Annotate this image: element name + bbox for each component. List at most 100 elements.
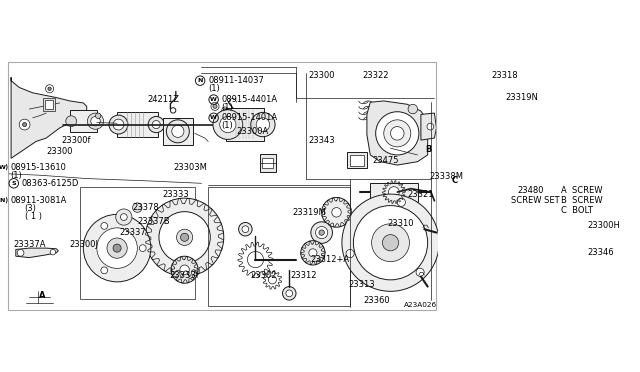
Circle shape <box>132 203 142 212</box>
Circle shape <box>101 222 108 229</box>
Circle shape <box>397 198 405 206</box>
Circle shape <box>416 268 424 276</box>
Text: 23322: 23322 <box>362 71 388 80</box>
Circle shape <box>319 230 324 235</box>
Circle shape <box>251 112 275 137</box>
Circle shape <box>152 121 160 129</box>
Circle shape <box>166 120 189 143</box>
Circle shape <box>220 116 236 133</box>
Circle shape <box>268 276 276 284</box>
Bar <box>70 110 97 132</box>
Circle shape <box>113 119 124 130</box>
Circle shape <box>256 118 269 131</box>
Circle shape <box>286 290 292 297</box>
Circle shape <box>180 233 189 241</box>
Text: 23318: 23318 <box>492 71 518 80</box>
Text: 23319N: 23319N <box>506 93 538 102</box>
Circle shape <box>88 113 104 129</box>
Text: 23333: 23333 <box>163 190 189 199</box>
Text: 23337: 23337 <box>119 228 146 237</box>
Text: (1): (1) <box>221 121 234 131</box>
Circle shape <box>145 198 224 276</box>
Text: (1): (1) <box>221 103 234 112</box>
Circle shape <box>83 214 151 282</box>
Circle shape <box>211 102 219 110</box>
Text: 08915-13610: 08915-13610 <box>10 163 67 171</box>
Text: B  SCREW: B SCREW <box>561 196 602 205</box>
Bar <box>260 154 276 173</box>
Circle shape <box>213 104 217 108</box>
Circle shape <box>159 212 211 263</box>
Circle shape <box>172 125 184 137</box>
Text: C  BOLT: C BOLT <box>561 206 593 215</box>
Text: 23300: 23300 <box>308 71 335 80</box>
Circle shape <box>311 222 332 243</box>
Circle shape <box>408 104 417 114</box>
Text: 08911-14037: 08911-14037 <box>208 76 264 85</box>
Text: 23343: 23343 <box>308 135 335 145</box>
Circle shape <box>148 116 164 133</box>
Circle shape <box>180 265 189 275</box>
Bar <box>262 158 273 169</box>
Circle shape <box>22 122 27 126</box>
Circle shape <box>346 250 354 257</box>
Circle shape <box>17 250 24 256</box>
Text: ( 1 ): ( 1 ) <box>24 212 42 221</box>
Text: 23300H: 23300H <box>588 221 621 230</box>
Polygon shape <box>16 248 58 257</box>
Circle shape <box>282 286 296 300</box>
Text: 23360: 23360 <box>364 296 390 305</box>
Circle shape <box>91 116 100 126</box>
Circle shape <box>51 250 56 255</box>
Text: 23321: 23321 <box>408 190 434 199</box>
Text: 23300f: 23300f <box>61 135 90 145</box>
Text: N: N <box>198 78 203 83</box>
Circle shape <box>322 198 351 227</box>
Circle shape <box>48 87 51 90</box>
Circle shape <box>97 228 138 268</box>
Text: (1): (1) <box>10 171 22 180</box>
Circle shape <box>384 120 411 147</box>
Circle shape <box>427 123 434 130</box>
Circle shape <box>140 245 146 251</box>
Circle shape <box>388 187 399 198</box>
Bar <box>163 118 193 145</box>
Circle shape <box>242 226 249 232</box>
Bar <box>350 155 364 166</box>
Text: 23475: 23475 <box>372 156 399 165</box>
Text: C: C <box>451 176 458 185</box>
Circle shape <box>248 251 264 268</box>
Text: 23312+A: 23312+A <box>311 255 350 264</box>
Text: 23300J: 23300J <box>70 240 99 248</box>
Circle shape <box>342 194 439 291</box>
Bar <box>208 187 350 305</box>
Text: 23312: 23312 <box>291 270 317 280</box>
Polygon shape <box>11 77 86 158</box>
Text: A  SCREW: A SCREW <box>561 186 602 195</box>
Bar <box>117 112 157 137</box>
Polygon shape <box>421 113 436 140</box>
Bar <box>45 100 53 109</box>
Text: 23310: 23310 <box>387 219 413 228</box>
Bar <box>371 183 417 202</box>
Text: 23300A: 23300A <box>237 127 269 136</box>
Text: 08363-6125D: 08363-6125D <box>22 179 79 188</box>
Text: 24211Z: 24211Z <box>147 95 179 104</box>
Circle shape <box>301 241 325 265</box>
Polygon shape <box>367 101 428 165</box>
Text: 23337B: 23337B <box>138 217 170 225</box>
Circle shape <box>45 85 54 93</box>
Circle shape <box>390 126 404 140</box>
Circle shape <box>101 267 108 274</box>
Circle shape <box>171 256 198 283</box>
Circle shape <box>309 249 317 257</box>
Circle shape <box>213 110 243 140</box>
Circle shape <box>113 244 121 252</box>
Circle shape <box>221 107 228 114</box>
Circle shape <box>332 208 341 217</box>
Circle shape <box>353 206 428 280</box>
Text: 23319M: 23319M <box>292 208 326 217</box>
Text: SCREW SET: SCREW SET <box>511 196 559 205</box>
Circle shape <box>95 113 101 119</box>
Bar <box>227 108 264 141</box>
